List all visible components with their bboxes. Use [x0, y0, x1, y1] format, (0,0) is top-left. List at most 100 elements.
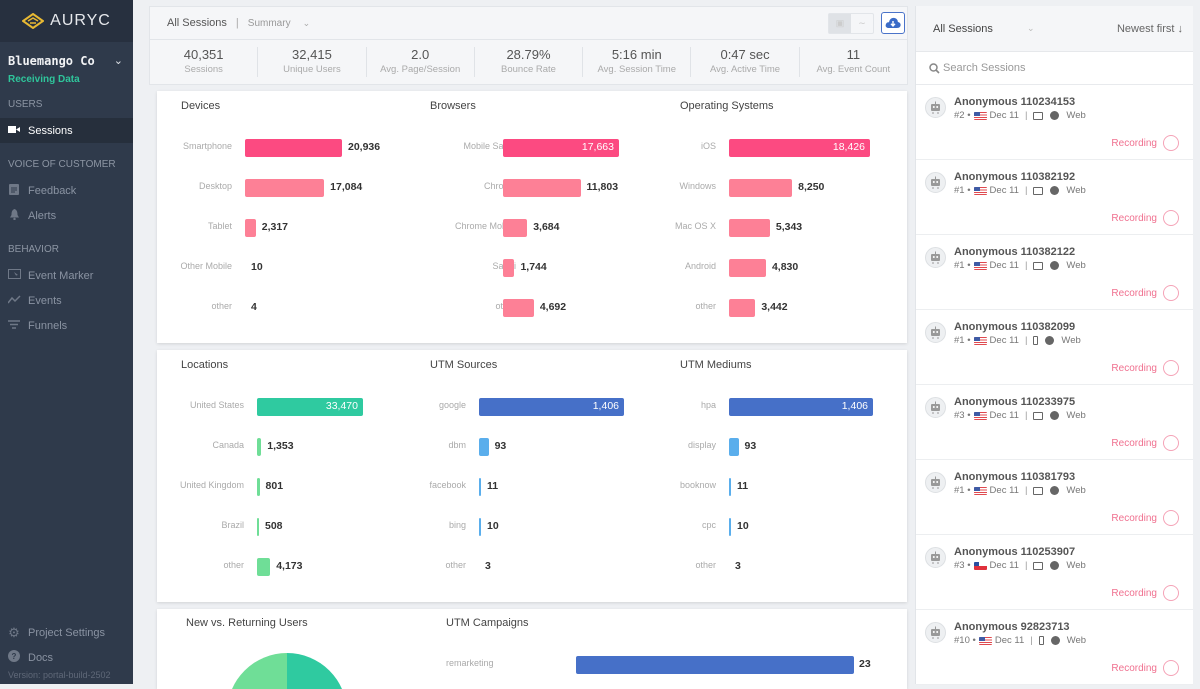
- summary-view-button[interactable]: ▣: [829, 14, 851, 33]
- bar-row[interactable]: United Kingdom 801: [157, 478, 407, 496]
- bar-row[interactable]: google 1,406: [406, 398, 656, 416]
- recording-button[interactable]: Recording: [1111, 210, 1179, 226]
- session-user-name[interactable]: Anonymous 110233975: [954, 396, 1076, 408]
- session-meta: #1 • Dec 11 | Web: [954, 185, 1086, 196]
- bar-row[interactable]: other 3: [406, 558, 656, 576]
- session-date: Dec 11: [989, 335, 1019, 346]
- session-user-name[interactable]: Anonymous 110382099: [954, 321, 1076, 333]
- bar-row[interactable]: Canada 1,353: [157, 438, 407, 456]
- sidebar-item-funnels[interactable]: Funnels: [0, 313, 133, 338]
- recording-button[interactable]: Recording: [1111, 435, 1179, 451]
- session-item[interactable]: Anonymous 110381793 #1 • Dec 11 | Web Re…: [916, 460, 1193, 535]
- bar-row[interactable]: hpa 1,406: [656, 398, 906, 416]
- session-item[interactable]: Anonymous 110234153 #2 • Dec 11 | Web Re…: [916, 85, 1193, 160]
- bar-label: booknow: [679, 480, 716, 490]
- bar-label: Windows: [679, 181, 716, 191]
- bar-row[interactable]: iOS 18,426: [656, 139, 906, 157]
- bar-row[interactable]: facebook 11: [406, 478, 656, 496]
- session-user-name[interactable]: Anonymous 110381793: [954, 471, 1076, 483]
- sidebar-item-alerts[interactable]: Alerts: [0, 203, 133, 228]
- view-selector[interactable]: Summary: [247, 17, 291, 29]
- bar-value: 8,250: [798, 181, 825, 193]
- bar: [257, 478, 260, 496]
- avatar: [925, 472, 946, 493]
- bar-row[interactable]: Windows 8,250: [656, 179, 906, 197]
- bar-row[interactable]: Brazil 508: [157, 518, 407, 536]
- recording-button[interactable]: Recording: [1111, 285, 1179, 301]
- bar-row[interactable]: bing 10: [406, 518, 656, 536]
- session-user-name[interactable]: Anonymous 110382122: [954, 246, 1076, 258]
- bar-row[interactable]: Desktop 17,084: [157, 179, 407, 197]
- sidebar-item-event-marker[interactable]: Event Marker: [0, 263, 133, 288]
- bar-row[interactable]: Chrome Mobile 3,684: [406, 219, 656, 237]
- session-user-name[interactable]: Anonymous 110234153: [954, 96, 1076, 108]
- download-button[interactable]: [881, 12, 905, 34]
- scrollbar[interactable]: [1193, 6, 1200, 684]
- session-item[interactable]: Anonymous 110382099 #1 • Dec 11 | Web Re…: [916, 310, 1193, 385]
- bar-row[interactable]: United States 33,470: [157, 398, 407, 416]
- bar-row[interactable]: Android 4,830: [656, 259, 906, 277]
- recording-button[interactable]: Recording: [1111, 360, 1179, 376]
- bar-row[interactable]: remarketing 23: [446, 656, 871, 674]
- session-meta: #1 • Dec 11 | Web: [954, 260, 1086, 271]
- trend-view-button[interactable]: ∼: [851, 14, 873, 33]
- bar-row[interactable]: other 4: [157, 299, 407, 317]
- stat-unique-users: 32,415 Unique Users: [258, 47, 367, 77]
- sort-selector[interactable]: Newest first ↓: [1116, 22, 1183, 35]
- search-sessions-input[interactable]: Search Sessions: [916, 52, 1193, 85]
- session-item[interactable]: Anonymous 110382122 #1 • Dec 11 | Web Re…: [916, 235, 1193, 310]
- sidebar-item-feedback[interactable]: Feedback: [0, 178, 133, 203]
- bar: [257, 398, 363, 416]
- chevron-down-icon[interactable]: ⌄: [1027, 23, 1035, 33]
- bar-row[interactable]: other 4,173: [157, 558, 407, 576]
- bar-row[interactable]: other 3,442: [656, 299, 906, 317]
- bar-row[interactable]: dbm 93: [406, 438, 656, 456]
- recording-button[interactable]: Recording: [1111, 660, 1179, 676]
- bar-row[interactable]: other 3: [656, 558, 906, 576]
- recording-button[interactable]: Recording: [1111, 135, 1179, 151]
- session-item[interactable]: Anonymous 110382192 #1 • Dec 11 | Web Re…: [916, 160, 1193, 235]
- bar-row[interactable]: booknow 11: [656, 478, 906, 496]
- logo[interactable]: AURYC: [0, 0, 133, 42]
- session-item[interactable]: Anonymous 110253907 #3 • Dec 11 | Web Re…: [916, 535, 1193, 610]
- robot-avatar-icon: [931, 626, 940, 639]
- org-switcher[interactable]: Bluemango Co Receiving Data ⌄: [0, 42, 133, 85]
- desktop-icon: [1033, 561, 1044, 570]
- recording-button[interactable]: Recording: [1111, 510, 1179, 526]
- avatar: [925, 622, 946, 643]
- bar-row[interactable]: Chrome 11,803: [406, 179, 656, 197]
- chevron-down-icon[interactable]: ⌄: [113, 55, 123, 67]
- session-filter[interactable]: All Sessions: [933, 22, 993, 35]
- session-user-name[interactable]: Anonymous 92823713: [954, 621, 1070, 633]
- sidebar-item-docs[interactable]: ? Docs: [0, 645, 133, 670]
- bar-value: 1,406: [592, 400, 619, 412]
- bar-value: 3: [735, 560, 741, 572]
- chevron-down-icon[interactable]: ⌄: [302, 17, 311, 28]
- stats-bar: 40,351 Sessions 32,415 Unique Users 2.0 Avg. …: [149, 40, 908, 85]
- bar-label: display: [687, 440, 716, 450]
- bar: [576, 656, 854, 674]
- sidebar-item-events[interactable]: Events: [0, 288, 133, 313]
- session-item[interactable]: Anonymous 92823713 #10 • Dec 11 | Web Re…: [916, 610, 1193, 685]
- bar-row[interactable]: cpc 10: [656, 518, 906, 536]
- separator: |: [1024, 260, 1028, 271]
- bar-row[interactable]: Mobile Safari 17,663: [406, 139, 656, 157]
- bar-row[interactable]: display 93: [656, 438, 906, 456]
- sidebar-item-project-settings[interactable]: ⚙ Project Settings: [0, 620, 133, 645]
- bar-row[interactable]: Other Mobile 10: [157, 259, 407, 277]
- bar-row[interactable]: Tablet 2,317: [157, 219, 407, 237]
- bar-row[interactable]: Smartphone 20,936: [157, 139, 407, 157]
- platform: Web: [1066, 560, 1086, 571]
- session-item[interactable]: Anonymous 110233975 #3 • Dec 11 | Web Re…: [916, 385, 1193, 460]
- segment-title[interactable]: All Sessions: [167, 17, 227, 29]
- robot-avatar-icon: [931, 551, 940, 564]
- recording-button[interactable]: Recording: [1111, 585, 1179, 601]
- session-user-name[interactable]: Anonymous 110382192: [954, 171, 1076, 183]
- session-meta: #3 • Dec 11 | Web: [954, 410, 1086, 421]
- session-user-name[interactable]: Anonymous 110253907: [954, 546, 1076, 558]
- bar-row[interactable]: Mac OS X 5,343: [656, 219, 906, 237]
- recording-label: Recording: [1111, 587, 1157, 599]
- sidebar-item-sessions[interactable]: Sessions: [0, 118, 133, 143]
